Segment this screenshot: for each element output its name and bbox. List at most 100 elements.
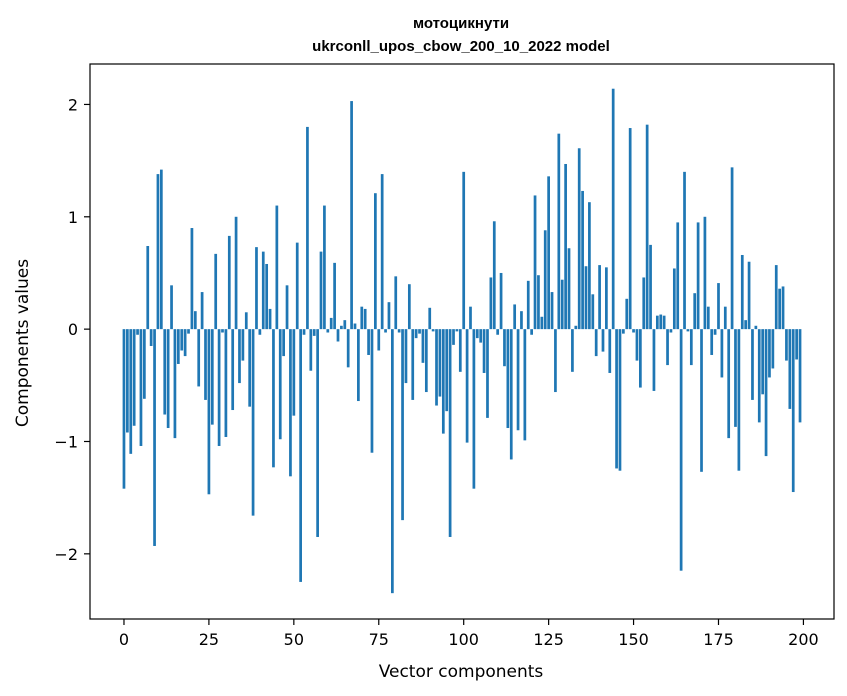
bar-137 bbox=[588, 202, 591, 330]
bar-88 bbox=[421, 329, 425, 363]
bar-131 bbox=[567, 248, 571, 330]
bar-79 bbox=[391, 329, 394, 594]
bar-193 bbox=[778, 288, 781, 330]
bar-115 bbox=[513, 304, 517, 330]
bar-117 bbox=[520, 311, 523, 330]
bar-38 bbox=[251, 329, 255, 516]
bar-32 bbox=[231, 329, 235, 411]
bar-188 bbox=[761, 329, 765, 395]
bar-20 bbox=[190, 228, 194, 330]
bar-43 bbox=[268, 308, 272, 330]
bar-144 bbox=[611, 88, 615, 330]
bar-27 bbox=[214, 253, 218, 330]
bar-104 bbox=[475, 329, 479, 339]
bar-78 bbox=[387, 302, 391, 330]
bar-92 bbox=[435, 329, 438, 406]
bar-69 bbox=[357, 329, 360, 402]
plot-frame bbox=[89, 63, 835, 620]
bar-35 bbox=[241, 329, 245, 361]
x-tick-label: 200 bbox=[788, 630, 819, 649]
y-axis-label: Components values bbox=[13, 259, 33, 427]
bar-96 bbox=[448, 329, 452, 537]
bar-17 bbox=[180, 329, 184, 351]
bar-147 bbox=[622, 329, 625, 334]
bar-75 bbox=[377, 329, 381, 351]
bar-85 bbox=[411, 329, 415, 400]
bar-2 bbox=[129, 329, 133, 454]
x-axis-label: Vector components bbox=[379, 662, 544, 682]
bar-162 bbox=[672, 268, 676, 330]
bar-series bbox=[122, 88, 802, 594]
bar-112 bbox=[503, 329, 506, 367]
bar-10 bbox=[156, 174, 160, 330]
bar-196 bbox=[788, 329, 792, 409]
bar-22 bbox=[197, 329, 201, 387]
bar-119 bbox=[526, 280, 530, 330]
bar-40 bbox=[258, 329, 262, 335]
bar-113 bbox=[506, 329, 510, 429]
bar-181 bbox=[737, 329, 741, 471]
bar-53 bbox=[302, 329, 306, 335]
bar-15 bbox=[173, 329, 177, 439]
bar-14 bbox=[170, 285, 173, 330]
bar-114 bbox=[509, 329, 513, 460]
bar-106 bbox=[482, 329, 486, 373]
bar-6 bbox=[143, 329, 146, 399]
bar-133 bbox=[574, 325, 578, 330]
bar-47 bbox=[282, 329, 285, 357]
x-tick-label: 50 bbox=[284, 630, 304, 649]
bar-154 bbox=[645, 124, 649, 330]
bar-180 bbox=[734, 329, 737, 427]
x-tick-label: 75 bbox=[369, 630, 389, 649]
bar-163 bbox=[676, 222, 680, 330]
bar-36 bbox=[244, 312, 248, 330]
bar-94 bbox=[441, 329, 445, 434]
bar-76 bbox=[380, 174, 384, 330]
bar-84 bbox=[407, 284, 411, 330]
bar-68 bbox=[353, 323, 357, 330]
bar-26 bbox=[210, 329, 214, 425]
bar-0 bbox=[122, 329, 126, 489]
bar-171 bbox=[703, 216, 707, 330]
bar-19 bbox=[187, 329, 190, 334]
bar-191 bbox=[771, 329, 775, 369]
bar-48 bbox=[285, 285, 289, 330]
bar-97 bbox=[452, 329, 455, 345]
bar-161 bbox=[669, 329, 673, 333]
bar-93 bbox=[438, 329, 442, 397]
bar-73 bbox=[370, 329, 374, 453]
bar-135 bbox=[581, 190, 584, 330]
bar-122 bbox=[537, 275, 540, 330]
x-axis-ticks: 0 25 50 75 100 125 150 175 200 bbox=[119, 619, 819, 649]
bar-166 bbox=[686, 329, 690, 332]
bar-49 bbox=[289, 329, 292, 477]
bar-23 bbox=[200, 292, 204, 330]
bar-100 bbox=[462, 171, 466, 330]
bar-151 bbox=[635, 329, 639, 361]
bar-81 bbox=[397, 329, 401, 333]
bar-150 bbox=[632, 329, 635, 333]
bar-8 bbox=[149, 329, 153, 346]
bar-64 bbox=[340, 325, 343, 330]
bar-128 bbox=[557, 133, 561, 330]
bar-159 bbox=[662, 315, 666, 330]
bar-24 bbox=[204, 329, 207, 400]
bar-58 bbox=[319, 251, 323, 330]
x-tick-label: 0 bbox=[119, 630, 129, 649]
bar-52 bbox=[299, 329, 302, 582]
bar-71 bbox=[363, 308, 367, 330]
x-tick-label: 25 bbox=[199, 630, 219, 649]
bar-136 bbox=[584, 266, 588, 330]
bar-46 bbox=[278, 329, 282, 440]
bar-102 bbox=[469, 306, 472, 330]
bar-165 bbox=[683, 171, 686, 330]
bar-60 bbox=[326, 329, 330, 333]
y-tick-label: −2 bbox=[54, 545, 78, 564]
bar-168 bbox=[693, 293, 697, 330]
bar-123 bbox=[540, 316, 544, 330]
bar-37 bbox=[248, 329, 252, 407]
bar-103 bbox=[472, 329, 476, 489]
bar-42 bbox=[265, 263, 269, 330]
bar-50 bbox=[292, 329, 296, 416]
